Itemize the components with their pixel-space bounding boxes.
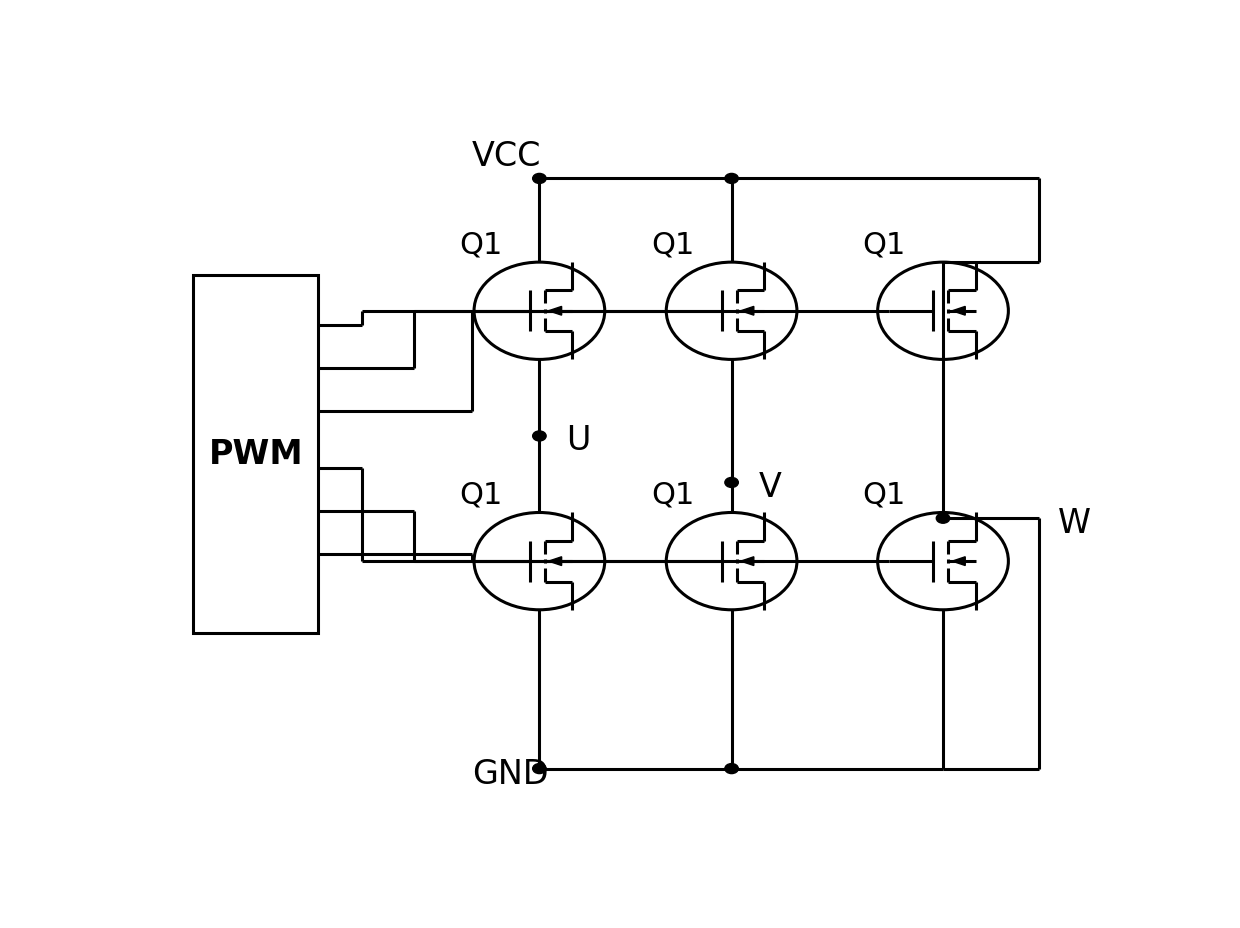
Text: V: V — [759, 470, 781, 504]
Text: VCC: VCC — [472, 140, 542, 173]
Circle shape — [533, 432, 546, 442]
Polygon shape — [740, 307, 754, 316]
Polygon shape — [548, 307, 562, 316]
Text: Q1: Q1 — [863, 481, 906, 509]
Circle shape — [725, 478, 738, 488]
Text: GND: GND — [472, 757, 549, 791]
Circle shape — [533, 764, 546, 774]
Text: PWM: PWM — [208, 438, 304, 470]
Circle shape — [936, 514, 950, 523]
Text: U: U — [567, 423, 590, 457]
Bar — [193, 276, 319, 633]
Polygon shape — [548, 557, 562, 566]
Text: Q1: Q1 — [459, 230, 502, 259]
Polygon shape — [952, 557, 965, 566]
Polygon shape — [952, 307, 965, 316]
Text: Q1: Q1 — [651, 481, 694, 509]
Polygon shape — [740, 557, 754, 566]
Text: W: W — [1058, 507, 1091, 539]
Circle shape — [725, 764, 738, 774]
Text: Q1: Q1 — [459, 481, 502, 509]
Text: Q1: Q1 — [863, 230, 906, 259]
Circle shape — [533, 174, 546, 185]
Circle shape — [725, 174, 738, 185]
Text: Q1: Q1 — [651, 230, 694, 259]
